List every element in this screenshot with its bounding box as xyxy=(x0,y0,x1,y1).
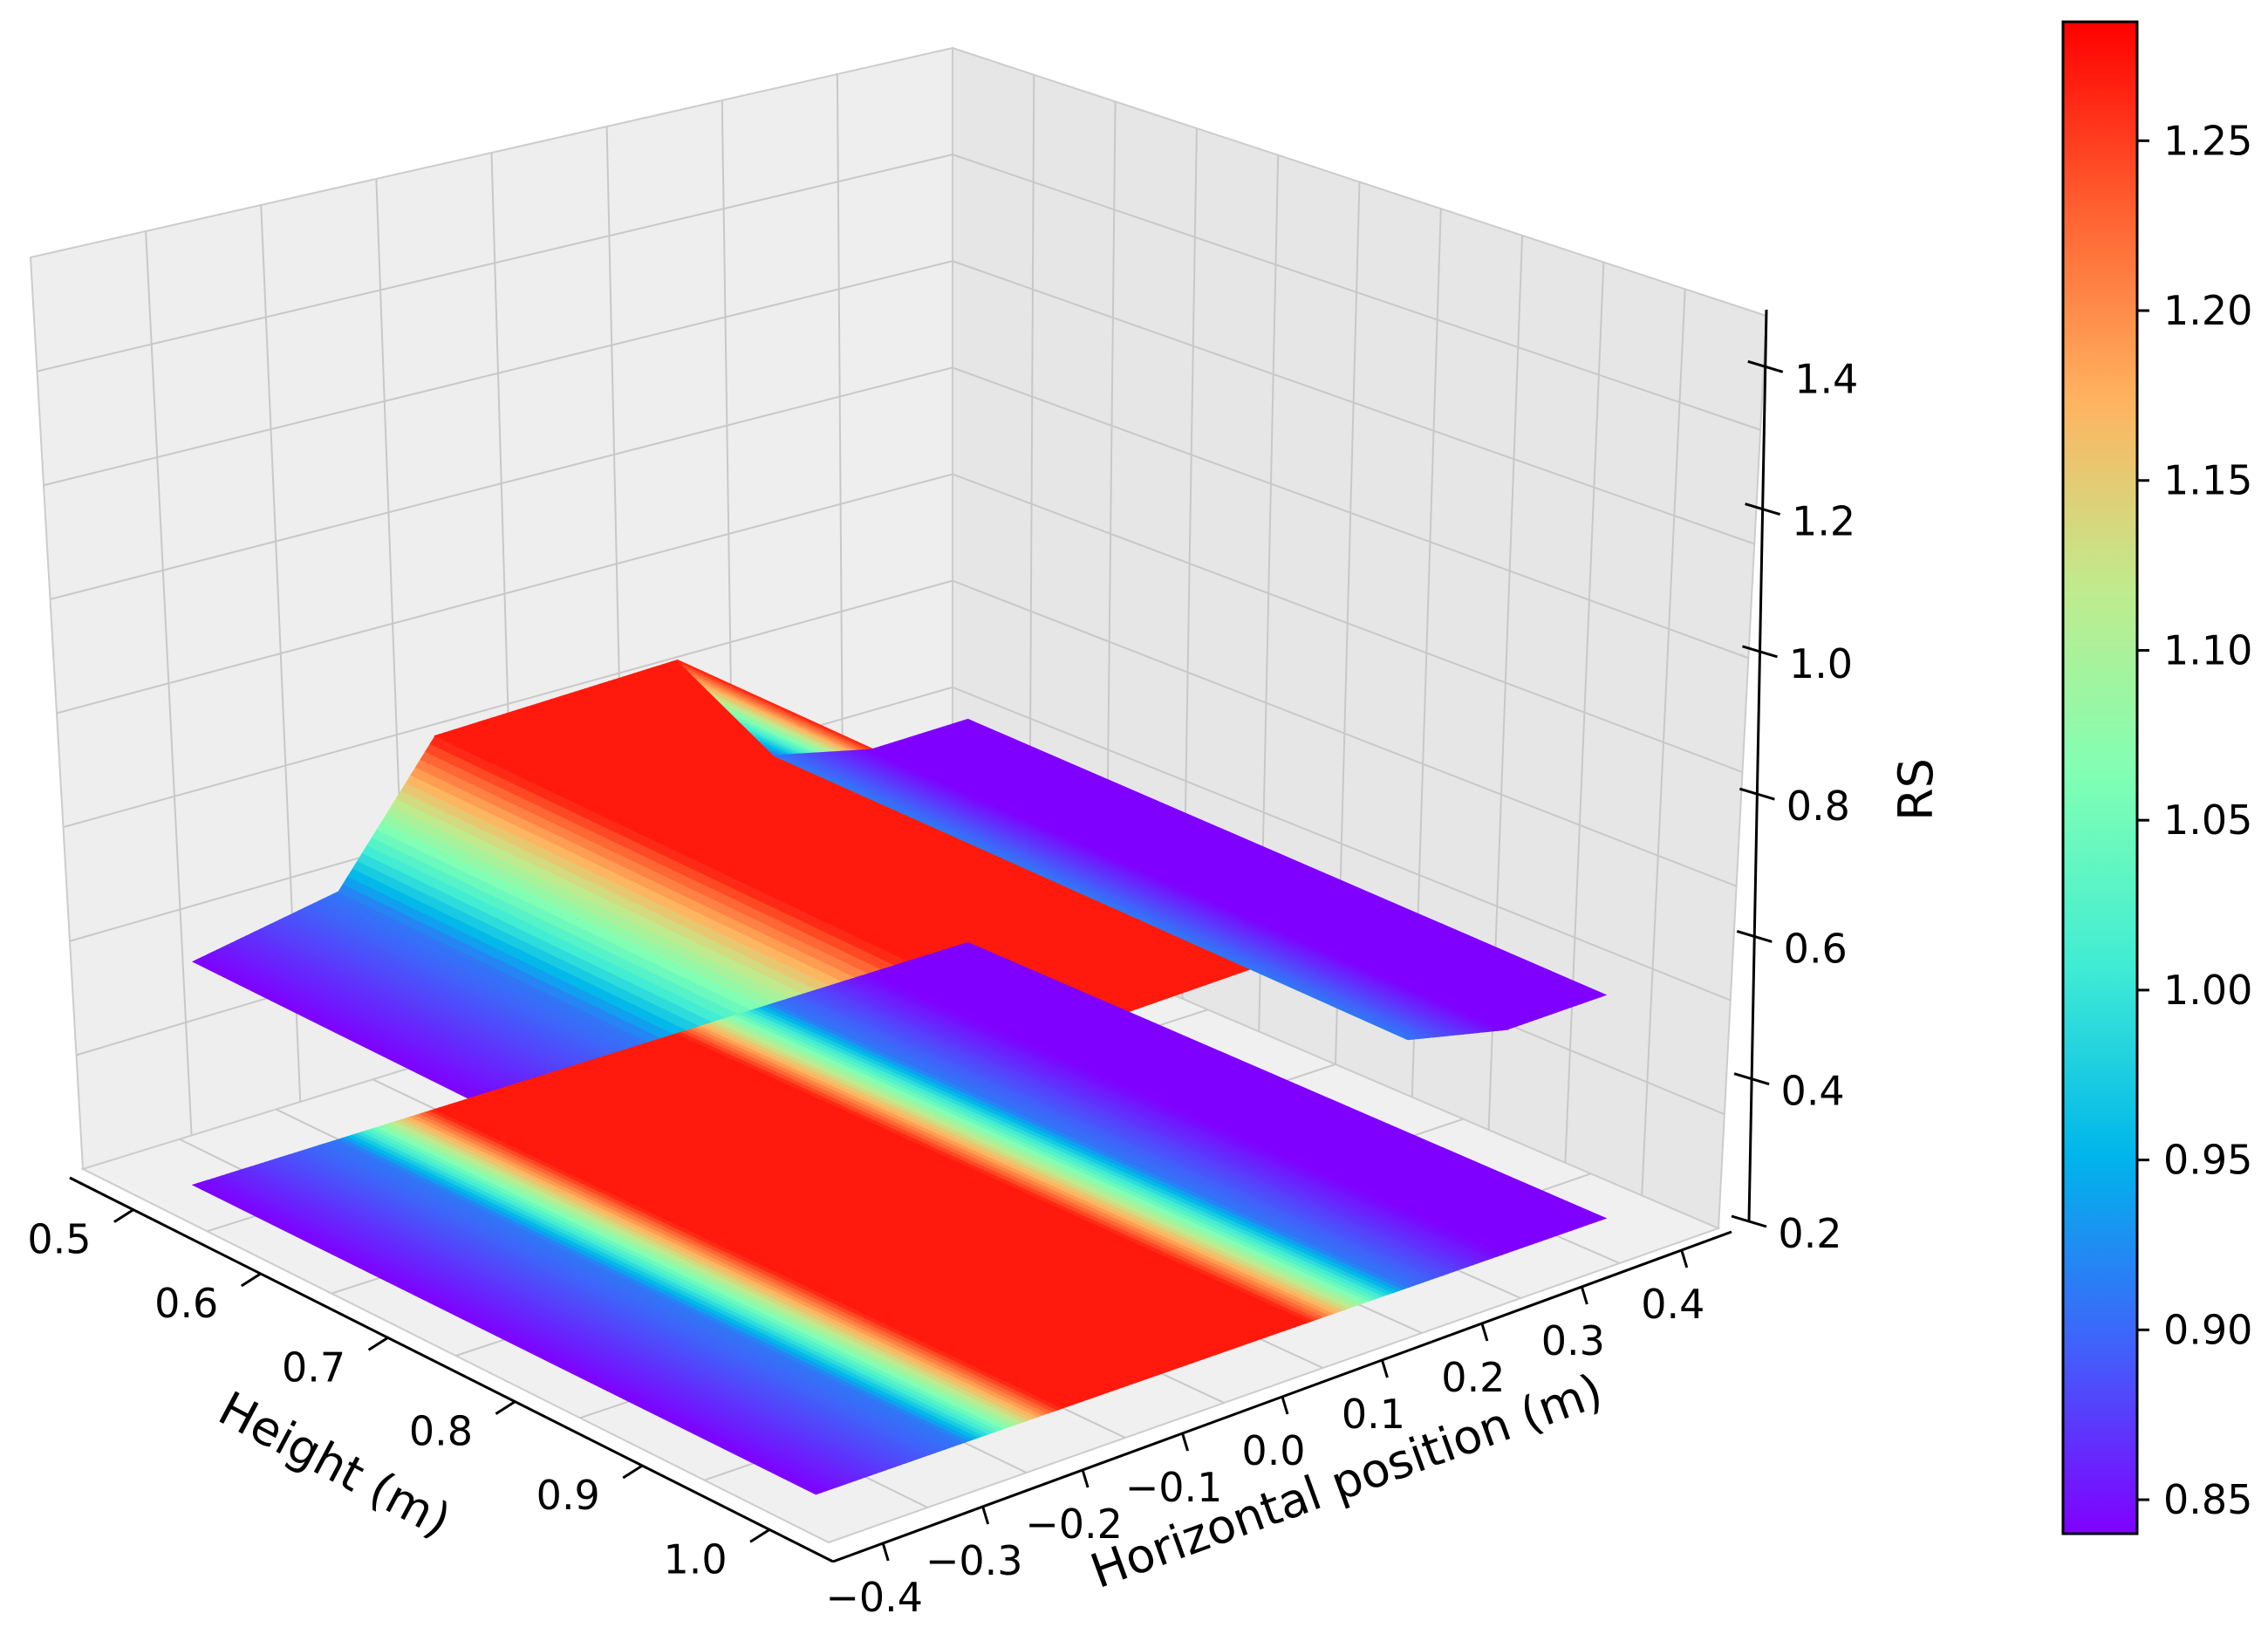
z-tick-mark xyxy=(1731,1214,1767,1228)
z-tick-mark xyxy=(1733,1072,1770,1086)
z-tick-label: 0.4 xyxy=(1781,1068,1845,1115)
y-tick-mark xyxy=(981,1506,990,1525)
y-tick-label: −0.3 xyxy=(926,1537,1023,1584)
colorbar-tick-label: 1.10 xyxy=(2163,626,2252,673)
x-tick-mark xyxy=(240,1272,262,1288)
y-tick-label: 0.1 xyxy=(1342,1391,1405,1438)
horizontal-position-tick-labels: −0.4−0.3−0.2−0.1 0.0 0.1 0.2 0.3 0.4 xyxy=(825,1249,1704,1621)
z-axis-label: RS xyxy=(1889,758,1944,821)
y-tick-mark xyxy=(1181,1432,1189,1452)
y-tick-mark xyxy=(1081,1469,1090,1488)
x-tick-label: 0.9 xyxy=(536,1472,600,1519)
y-tick-mark xyxy=(881,1542,890,1562)
colorbar-gradient xyxy=(2061,20,2139,1535)
x-tick-label: 0.8 xyxy=(409,1408,473,1455)
colorbar-tick-label: 0.90 xyxy=(2163,1306,2252,1353)
x-tick-mark xyxy=(113,1208,134,1223)
z-tick-label: 0.8 xyxy=(1786,783,1850,830)
surface-strip xyxy=(960,718,1608,998)
x-axis-label: Height (m) xyxy=(210,1381,460,1549)
x-tick-label: 0.6 xyxy=(154,1280,218,1327)
y-tick-mark xyxy=(1680,1249,1689,1268)
z-tick-label: 1.4 xyxy=(1794,355,1858,402)
y-tick-label: 0.3 xyxy=(1541,1317,1605,1364)
y-tick-mark xyxy=(1580,1286,1588,1305)
grid-line xyxy=(1641,289,1686,1196)
x-tick-label: 1.0 xyxy=(664,1535,728,1583)
colorbar-tick-label: 1.25 xyxy=(2163,117,2252,164)
colorbar-tick-label: 1.00 xyxy=(2163,967,2252,1014)
colorbar-tick-label: 1.20 xyxy=(2163,287,2252,334)
z-tick-mark xyxy=(1747,359,1784,373)
z-tick-label: 0.6 xyxy=(1784,925,1848,972)
y-tick-label: −0.2 xyxy=(1025,1501,1123,1548)
x-tick-mark xyxy=(495,1400,516,1415)
x-tick-mark xyxy=(622,1464,644,1480)
rs-tick-labels: 0.2 0.4 0.6 0.8 1.0 1.2 1.4 xyxy=(1731,355,1858,1257)
contour-strip xyxy=(960,941,1608,1221)
grid-line xyxy=(145,230,193,1136)
z-tick-label: 1.0 xyxy=(1789,640,1853,687)
y-tick-mark xyxy=(1381,1359,1389,1378)
axis-line xyxy=(1747,309,1768,1222)
rs-contour-projection xyxy=(191,941,1608,1495)
z-tick-mark xyxy=(1736,930,1773,943)
x-tick-mark xyxy=(367,1337,389,1351)
y-tick-mark xyxy=(1281,1396,1289,1415)
z-tick-label: 1.2 xyxy=(1792,498,1855,545)
colorbar-tick-label: 0.95 xyxy=(2163,1137,2252,1184)
grid-line xyxy=(1564,262,1605,1163)
y-tick-mark xyxy=(1480,1323,1489,1342)
x-tick-label: 0.7 xyxy=(282,1344,345,1391)
y-tick-label: 0.2 xyxy=(1441,1354,1505,1401)
colorbar-tick-label: 1.05 xyxy=(2163,797,2252,844)
axis-line xyxy=(69,1176,834,1563)
y-tick-label: 0.4 xyxy=(1641,1281,1704,1328)
z-tick-mark xyxy=(1745,503,1781,516)
y-tick-label: 0.0 xyxy=(1241,1427,1305,1474)
colorbar-tick-label: 0.85 xyxy=(2163,1476,2252,1523)
colorbar-ticks: 0.85 0.90 0.95 1.00 1.05 1.10 1.15 1.20 1.25 xyxy=(2137,117,2252,1523)
height-tick-labels: 0.5 0.6 0.7 0.8 0.9 1.0 xyxy=(27,1208,770,1583)
y-tick-label: −0.4 xyxy=(825,1574,923,1621)
x-tick-mark xyxy=(749,1528,770,1543)
colorbar: 0.85 0.90 0.95 1.00 1.05 1.10 1.15 1.20 1.25 xyxy=(2061,20,2252,1535)
z-tick-mark xyxy=(1739,787,1775,801)
z-tick-mark xyxy=(1742,645,1778,659)
z-tick-label: 0.2 xyxy=(1778,1210,1841,1257)
colorbar-tick-label: 1.15 xyxy=(2163,457,2252,504)
y-tick-label: −0.1 xyxy=(1125,1464,1223,1511)
x-tick-label: 0.5 xyxy=(27,1216,91,1263)
